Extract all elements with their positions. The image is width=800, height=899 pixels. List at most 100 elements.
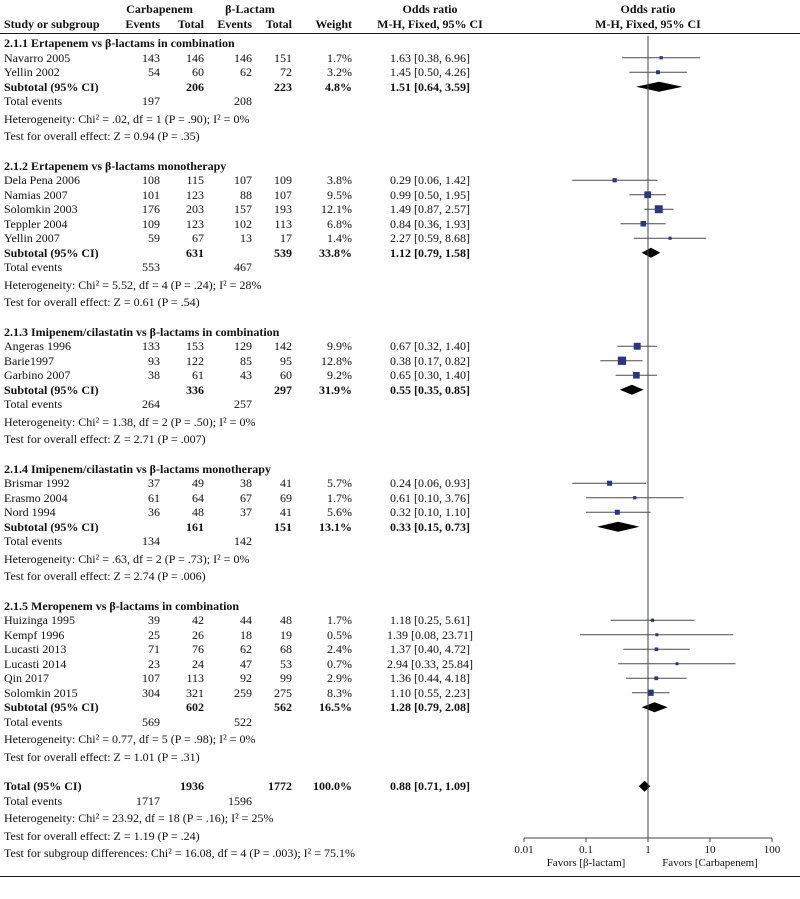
study-row: Dela Pena 2006 108 115 107 109 3.8% 0.29 [0.06… (0, 173, 800, 188)
carbapenem-total: 67 (192, 231, 204, 245)
blactam-events: 157 (234, 202, 252, 216)
study-name: Yellin 2007 (4, 231, 60, 245)
text-row: Test for subgroup differences: Chi² = 16… (0, 846, 800, 864)
text-row: Test for overall effect: Z = 1.19 (P = .… (0, 829, 800, 847)
carbapenem-events: 61 (148, 490, 160, 505)
weight-value: 8.3% (327, 685, 352, 700)
text-row: Heterogeneity: Chi² = 23.92, df = 18 (P … (0, 811, 800, 829)
study-row: Brismar 1992 37 49 38 41 5.7% 0.24 [0.06, 0.93… (0, 476, 800, 491)
weight-value: 6.8% (327, 216, 352, 231)
weight-value: 9.2% (327, 368, 352, 382)
or-ci-text: 0.38 [0.17, 0.82] (390, 353, 470, 368)
plot-column-subtitle: M-H, Fixed, 95% CI (595, 17, 701, 31)
subgroup-title: 2.1.4 Imipenem/cilastatin vs β-lactams m… (4, 461, 271, 476)
subtotal-row: Subtotal (95% CI) 631 539 33.8% 1.12 [0.79, … (0, 246, 800, 261)
pooled-label: Subtotal (95% CI) (4, 700, 99, 714)
carbapenem-total: 123 (186, 216, 204, 231)
study-name: Barie1997 (4, 353, 54, 368)
weight-value: 0.7% (327, 656, 352, 671)
total-events-label: Total events (4, 534, 63, 548)
study-row: Teppler 2004 109 123 102 113 6.8% 0.84 [0.36, … (0, 217, 800, 232)
blactam-events: 142 (234, 534, 252, 548)
weight-value: 3.2% (327, 65, 352, 79)
or-ci-text: 1.51 [0.64, 3.59] (390, 79, 470, 94)
blactam-total: 41 (280, 476, 292, 490)
or-ci-text: 1.45 [0.50, 4.26] (390, 65, 470, 79)
or-ci-text: 1.18 [0.25, 5.61] (390, 613, 470, 627)
or-ci-text: 0.33 [0.15, 0.73] (390, 519, 470, 534)
or-ci-text: 1.10 [0.55, 2.23] (390, 685, 470, 700)
study-name: Brismar 1992 (4, 476, 70, 490)
blactam-total: 53 (280, 656, 292, 671)
weight-value: 5.6% (327, 505, 352, 519)
blactam-total: 1772 (268, 779, 292, 793)
blactam-total: 48 (280, 613, 292, 627)
blactam-events: 259 (234, 685, 252, 700)
blactam-total: 297 (274, 382, 292, 397)
carbapenem-events: 54 (148, 65, 160, 79)
study-name: Namias 2007 (4, 187, 68, 202)
study-name: Angeras 1996 (4, 339, 71, 353)
weight-value: 0.5% (327, 627, 352, 642)
weight-value: 1.7% (327, 490, 352, 505)
total-row: Total (95% CI) 1936 1772 100.0% 0.88 [0.71, … (0, 779, 800, 794)
study-name: Kempf 1996 (4, 627, 65, 642)
carbapenem-events: 134 (142, 534, 160, 548)
text-row: Test for overall effect: Z = 0.61 (P = .… (0, 295, 800, 313)
study-column-header: Study or subgroup (4, 17, 100, 31)
subgroup-title: 2.1.3 Imipenem/cilastatin vs β-lactams i… (4, 324, 280, 339)
carbapenem-total: 24 (192, 656, 204, 671)
pooled-label: Total (95% CI) (4, 779, 82, 793)
carbapenem-total: 206 (186, 79, 204, 94)
blactam-events: 1596 (228, 793, 252, 808)
weight-value: 1.7% (327, 613, 352, 627)
study-name: Teppler 2004 (4, 216, 68, 231)
weight-value: 16.5% (319, 700, 352, 714)
study-row: Yellin 2007 59 67 13 17 1.4% 2.27 [0.59, 8.68] (0, 231, 800, 246)
blactam-total: 193 (274, 202, 292, 216)
weight-value: 2.9% (327, 671, 352, 685)
carbapenem-events: 71 (148, 642, 160, 656)
carbapenem-total: 115 (186, 173, 204, 187)
stat-text: Heterogeneity: Chi² = 23.92, df = 18 (P … (4, 811, 274, 825)
or-ci-text: 0.32 [0.10, 1.10] (390, 505, 470, 519)
or-ci-text: 1.37 [0.40, 4.72] (390, 642, 470, 656)
study-row: Barie1997 93 122 85 95 12.8% 0.38 [0.17, 0.82] (0, 354, 800, 369)
carbapenem-total: 64 (192, 490, 204, 505)
or-column-title: Odds ratio (402, 2, 458, 16)
carbapenem-total: 60 (192, 65, 204, 79)
total1-header: Total (177, 17, 204, 31)
blactam-total: 60 (280, 368, 292, 382)
blactam-events: 522 (234, 714, 252, 729)
weight-value: 31.9% (319, 382, 352, 397)
carbapenem-events: 37 (148, 476, 160, 490)
blactam-events: 467 (234, 260, 252, 274)
carbapenem-total: 76 (192, 642, 204, 656)
blactam-total: 109 (274, 173, 292, 187)
carbapenem-events: 59 (148, 231, 160, 245)
events-row: Total events 264 257 (0, 397, 800, 415)
events-row: Total events 197 208 (0, 94, 800, 112)
carbapenem-total: 631 (186, 245, 204, 260)
study-row: Solomkin 2015 304 321 259 275 8.3% 1.10 [0.55,… (0, 686, 800, 701)
total2-header: Total (265, 17, 292, 31)
or-ci-text: 2.27 [0.59, 8.68] (390, 231, 470, 245)
weight-value: 2.4% (327, 642, 352, 656)
blactam-events: 208 (234, 94, 252, 108)
blactam-total: 562 (274, 700, 292, 714)
carbapenem-total: 123 (186, 187, 204, 202)
plot-column-title: Odds ratio (620, 2, 676, 16)
study-name: Solomkin 2003 (4, 202, 78, 216)
or-ci-text: 1.63 [0.38, 6.96] (390, 50, 470, 65)
text-row: Heterogeneity: Chi² = 1.38, df = 2 (P = … (0, 415, 800, 433)
carbapenem-events: 304 (142, 685, 160, 700)
total-events-label: Total events (4, 714, 63, 729)
carbapenem-events: 133 (142, 339, 160, 353)
carbapenem-total: 153 (186, 339, 204, 353)
weight-value: 1.7% (327, 50, 352, 65)
blactam-events: 18 (240, 627, 252, 642)
carbapenem-total: 161 (186, 519, 204, 534)
carbapenem-events: 143 (142, 50, 160, 65)
blactam-total: 539 (274, 245, 292, 260)
